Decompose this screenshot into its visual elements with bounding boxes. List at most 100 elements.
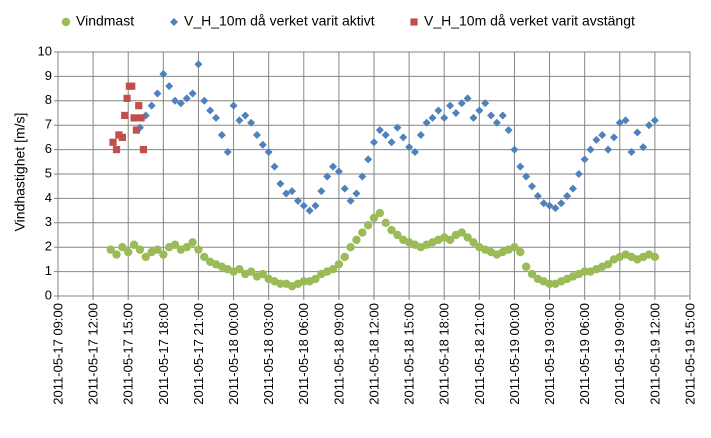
series-2-point <box>399 133 408 142</box>
series-3-point <box>109 138 117 146</box>
x-tick-label: 2011-05-17 09:00 <box>50 303 65 405</box>
series-2-point <box>393 123 402 132</box>
series-3-point <box>118 133 126 141</box>
series-1-point <box>159 250 168 259</box>
series-2-point <box>586 145 595 154</box>
legend-label-2: V_H_10m då verket varit aktivt <box>184 13 375 29</box>
series-1-point <box>527 269 537 279</box>
y-axis-title: Vindhastighet [m/s] <box>12 113 28 232</box>
series-2-point <box>252 130 261 139</box>
series-2-point <box>639 143 648 152</box>
y-tick-label: 6 <box>45 141 52 156</box>
series-1-point <box>352 235 361 245</box>
series-1-point <box>387 225 396 235</box>
series-3-point <box>132 126 141 134</box>
series-2-point <box>481 99 490 108</box>
series-3-point <box>139 146 148 154</box>
series-2-point <box>323 172 332 181</box>
series-1-point <box>299 277 308 286</box>
x-tick-label: 2011-05-19 15:00 <box>682 303 697 405</box>
series-2-point <box>516 162 525 171</box>
series-1-point <box>369 213 379 223</box>
y-tick-label: 0 <box>45 287 52 302</box>
y-tick-label: 10 <box>38 43 52 58</box>
series-3-point <box>123 94 131 102</box>
y-tick-label: 5 <box>45 165 52 180</box>
series-1-point <box>112 250 121 259</box>
x-tick-label: 2011-05-18 06:00 <box>296 303 311 405</box>
y-tick-label: 9 <box>45 68 52 83</box>
series-1-point <box>276 279 285 288</box>
series-2-point <box>428 113 437 122</box>
series-2-point <box>410 148 419 157</box>
axes: 0 1 2 3 4 5 6 7 8 9 10 2011-05-17 09:00 2011-05-17 1… <box>38 43 698 404</box>
legend: Vindmast V_H_10m då verket varit aktivt V_… <box>61 13 635 29</box>
x-tick-label: 2011-05-19 09:00 <box>612 303 627 405</box>
series-3-point <box>128 82 136 90</box>
series-1-point <box>545 279 554 288</box>
series-3-point <box>137 114 145 122</box>
series-2 <box>135 60 659 215</box>
series-2-point <box>446 101 455 110</box>
series-2-point <box>627 148 636 157</box>
series-2-point <box>580 155 589 164</box>
series-2-point <box>416 130 425 139</box>
series-2-point <box>528 182 536 191</box>
x-tick-label: 2011-05-19 00:00 <box>507 303 522 405</box>
series-2-point <box>422 118 431 127</box>
series-2-point <box>375 126 384 135</box>
series-1-point <box>200 252 209 262</box>
series-2-point <box>615 118 624 127</box>
series-2-point <box>235 116 244 125</box>
series-2-point <box>364 155 373 164</box>
series-1-point <box>340 252 349 262</box>
series-2-point <box>329 162 338 171</box>
series-2-point <box>258 140 267 149</box>
series-2-point <box>282 189 291 198</box>
series-2-point <box>381 130 390 139</box>
legend-label-1: Vindmast <box>76 13 134 29</box>
series-2-point <box>598 130 607 139</box>
x-tick-label: 2011-05-18 00:00 <box>226 303 241 405</box>
series-2-point <box>147 101 156 110</box>
series-2-point <box>551 204 560 213</box>
legend-marker-3 <box>410 18 418 26</box>
series-2-point <box>592 135 601 144</box>
series-2-point <box>475 106 484 115</box>
series-2-point <box>358 172 367 181</box>
series-2-point <box>288 187 297 196</box>
x-tick-label: 2011-05-18 18:00 <box>437 303 452 405</box>
series-2-point <box>568 184 577 193</box>
y-tick-label: 8 <box>45 92 52 107</box>
series-1-point <box>510 243 519 252</box>
series-2-point <box>176 99 185 108</box>
series-2-point <box>563 191 572 200</box>
series-2-point <box>241 111 250 120</box>
series-2-point <box>346 196 355 205</box>
x-tick-label: 2011-05-18 15:00 <box>402 303 417 405</box>
series-1-point <box>235 264 244 274</box>
series-1-point <box>650 252 660 262</box>
series-1-point <box>445 235 455 245</box>
y-tick-label: 4 <box>45 190 52 205</box>
x-tick-label: 2011-05-19 03:00 <box>542 303 557 405</box>
series-2-point <box>212 113 220 122</box>
x-tick-label: 2011-05-18 09:00 <box>331 303 346 405</box>
series-1-point <box>358 228 367 237</box>
series-1-point <box>194 245 203 254</box>
series-1-point <box>170 240 180 249</box>
series-2-point <box>609 133 618 142</box>
x-tick-label: 2011-05-18 03:00 <box>261 303 276 405</box>
series-3-point <box>130 114 138 122</box>
x-tick-label: 2011-05-17 18:00 <box>156 303 171 405</box>
series-1-point <box>521 262 531 271</box>
series-3-point <box>135 102 143 110</box>
series-2-point <box>247 118 256 127</box>
series-2-point <box>522 172 531 181</box>
x-tick-label: 2011-05-19 12:00 <box>647 303 662 405</box>
series-1-point <box>182 243 191 252</box>
series-2-point <box>557 199 566 208</box>
series-2-point <box>510 145 519 154</box>
